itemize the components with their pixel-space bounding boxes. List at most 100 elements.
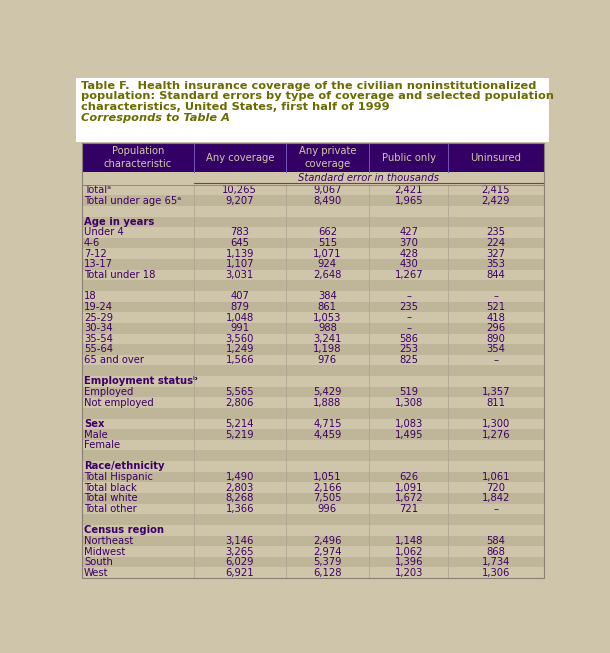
Bar bbox=[82, 291, 544, 302]
Text: 1,148: 1,148 bbox=[395, 536, 423, 546]
Text: 35-54: 35-54 bbox=[84, 334, 113, 344]
Bar bbox=[82, 143, 544, 578]
Text: 868: 868 bbox=[487, 547, 505, 556]
Text: –: – bbox=[406, 323, 411, 333]
Text: Northeast: Northeast bbox=[84, 536, 133, 546]
Text: 5,429: 5,429 bbox=[313, 387, 342, 397]
Text: 2,806: 2,806 bbox=[226, 398, 254, 407]
Text: 2,421: 2,421 bbox=[395, 185, 423, 195]
Text: 811: 811 bbox=[486, 398, 506, 407]
Bar bbox=[82, 195, 544, 206]
Bar bbox=[82, 334, 544, 344]
Bar bbox=[82, 355, 544, 366]
Text: 626: 626 bbox=[399, 472, 418, 482]
Text: 1,198: 1,198 bbox=[313, 344, 342, 355]
Text: Sex: Sex bbox=[84, 419, 104, 429]
Text: 1,083: 1,083 bbox=[395, 419, 423, 429]
Text: Table F.  Health insurance coverage of the civilian noninstitutionalized: Table F. Health insurance coverage of th… bbox=[81, 81, 536, 91]
Text: 976: 976 bbox=[318, 355, 337, 365]
Text: 19-24: 19-24 bbox=[84, 302, 113, 312]
Text: 2,974: 2,974 bbox=[313, 547, 342, 556]
Bar bbox=[82, 172, 544, 185]
Text: 353: 353 bbox=[487, 259, 505, 270]
Text: 3,146: 3,146 bbox=[226, 536, 254, 546]
Text: Corresponds to Table A: Corresponds to Table A bbox=[81, 113, 230, 123]
Text: 7-12: 7-12 bbox=[84, 249, 107, 259]
Text: 1,357: 1,357 bbox=[482, 387, 510, 397]
Text: 1,366: 1,366 bbox=[226, 504, 254, 514]
Text: 1,495: 1,495 bbox=[395, 430, 423, 439]
Text: 25-29: 25-29 bbox=[84, 313, 113, 323]
Text: 720: 720 bbox=[486, 483, 506, 493]
Text: 924: 924 bbox=[318, 259, 337, 270]
Text: Totalᵃ: Totalᵃ bbox=[84, 185, 111, 195]
Text: 584: 584 bbox=[487, 536, 505, 546]
Bar bbox=[82, 143, 544, 172]
Text: 418: 418 bbox=[487, 313, 505, 323]
Text: 1,071: 1,071 bbox=[313, 249, 342, 259]
Text: 7,505: 7,505 bbox=[313, 493, 342, 503]
Text: Uninsured: Uninsured bbox=[470, 153, 522, 163]
Text: 825: 825 bbox=[399, 355, 418, 365]
Bar bbox=[82, 483, 544, 493]
Text: 4,715: 4,715 bbox=[313, 419, 342, 429]
Text: –: – bbox=[406, 291, 411, 301]
Text: Female: Female bbox=[84, 440, 120, 450]
Text: Male: Male bbox=[84, 430, 108, 439]
Text: 1,051: 1,051 bbox=[313, 472, 342, 482]
Text: 662: 662 bbox=[318, 227, 337, 238]
Bar bbox=[82, 312, 544, 323]
Bar bbox=[82, 557, 544, 567]
Text: 5,219: 5,219 bbox=[226, 430, 254, 439]
Text: 3,031: 3,031 bbox=[226, 270, 254, 280]
Text: 354: 354 bbox=[487, 344, 505, 355]
Bar bbox=[82, 471, 544, 483]
Text: 235: 235 bbox=[486, 227, 506, 238]
Text: 515: 515 bbox=[318, 238, 337, 248]
Bar bbox=[82, 397, 544, 408]
Text: 783: 783 bbox=[231, 227, 249, 238]
Text: Population
characteristic: Population characteristic bbox=[104, 146, 172, 169]
Text: 407: 407 bbox=[231, 291, 249, 301]
Bar bbox=[82, 217, 544, 227]
Text: 18: 18 bbox=[84, 291, 96, 301]
Text: 1,048: 1,048 bbox=[226, 313, 254, 323]
Text: 2,803: 2,803 bbox=[226, 483, 254, 493]
Text: 253: 253 bbox=[399, 344, 418, 355]
Text: 721: 721 bbox=[399, 504, 418, 514]
Text: 370: 370 bbox=[400, 238, 418, 248]
Text: 2,429: 2,429 bbox=[482, 195, 510, 206]
Text: 1,965: 1,965 bbox=[395, 195, 423, 206]
Text: 1,053: 1,053 bbox=[313, 313, 342, 323]
Bar bbox=[82, 525, 544, 535]
Bar bbox=[82, 535, 544, 546]
Text: 55-64: 55-64 bbox=[84, 344, 113, 355]
Text: 6,921: 6,921 bbox=[226, 567, 254, 578]
Text: Age in years: Age in years bbox=[84, 217, 154, 227]
Text: 1,672: 1,672 bbox=[395, 493, 423, 503]
Text: 327: 327 bbox=[486, 249, 506, 259]
Text: 521: 521 bbox=[486, 302, 506, 312]
Bar bbox=[82, 440, 544, 451]
Text: –: – bbox=[493, 355, 498, 365]
Text: 9,067: 9,067 bbox=[313, 185, 342, 195]
Text: 1,061: 1,061 bbox=[482, 472, 510, 482]
Text: 1,306: 1,306 bbox=[482, 567, 510, 578]
Text: –: – bbox=[493, 504, 498, 514]
Text: 1,490: 1,490 bbox=[226, 472, 254, 482]
Text: 9,207: 9,207 bbox=[226, 195, 254, 206]
Bar bbox=[82, 387, 544, 397]
Text: –: – bbox=[406, 313, 411, 323]
Bar bbox=[82, 546, 544, 557]
Text: 996: 996 bbox=[318, 504, 337, 514]
Text: 235: 235 bbox=[399, 302, 418, 312]
Bar bbox=[82, 227, 544, 238]
Text: 2,648: 2,648 bbox=[313, 270, 342, 280]
Text: 6,029: 6,029 bbox=[226, 557, 254, 567]
Bar bbox=[82, 280, 544, 291]
Text: 1,091: 1,091 bbox=[395, 483, 423, 493]
Text: Any coverage: Any coverage bbox=[206, 153, 274, 163]
Text: 1,062: 1,062 bbox=[395, 547, 423, 556]
Text: 4-6: 4-6 bbox=[84, 238, 100, 248]
Text: 30-34: 30-34 bbox=[84, 323, 113, 333]
